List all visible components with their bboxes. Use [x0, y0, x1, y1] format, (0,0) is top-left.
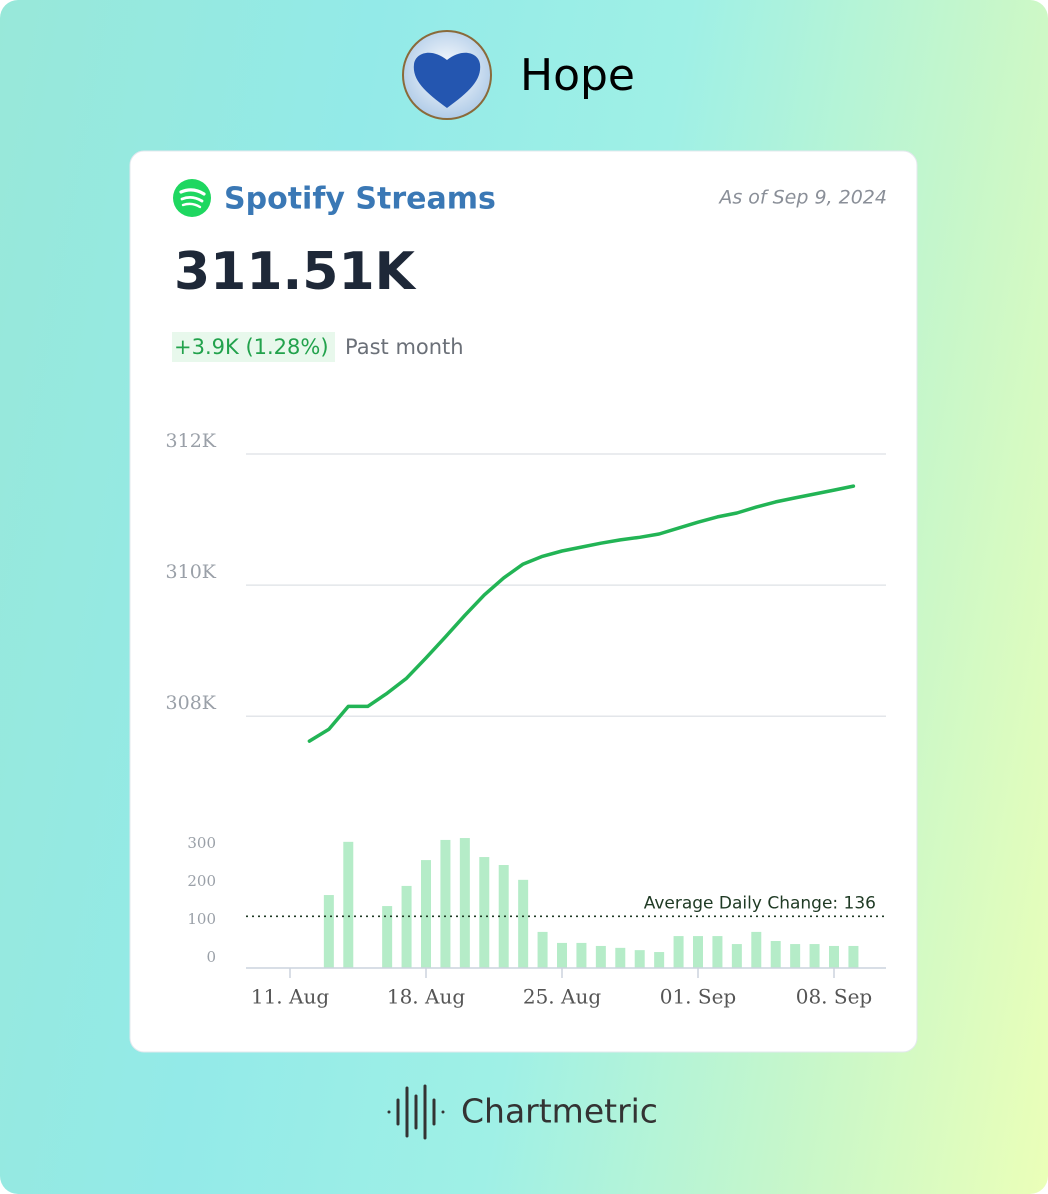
- bar: [421, 860, 431, 968]
- y-tick-label: 0: [206, 948, 216, 966]
- bar: [595, 945, 606, 968]
- x-tick-label: 01. Sep: [660, 985, 737, 1009]
- average-label: Average Daily Change: 136: [644, 893, 876, 913]
- bar: [731, 944, 742, 968]
- bar: [459, 838, 470, 968]
- bar: [518, 879, 529, 968]
- bar: [537, 931, 548, 968]
- stream-line: [307, 484, 856, 743]
- bar: [693, 936, 703, 968]
- y-tick-label: 308K: [166, 692, 217, 714]
- bar: [479, 857, 490, 968]
- y-tick-label: 100: [187, 910, 216, 928]
- bar: [440, 839, 451, 968]
- as-of-date: As of Sep 9, 2024: [717, 187, 887, 209]
- y-tick-label: 310K: [166, 561, 217, 583]
- y-tick-label: 300: [187, 834, 216, 852]
- card-title: Spotify Streams: [224, 182, 496, 217]
- y-tick-label: 312K: [166, 430, 217, 452]
- change-badge: [172, 332, 335, 362]
- card: [129, 150, 918, 1053]
- bar: [848, 945, 859, 968]
- bar: [557, 942, 567, 968]
- bar: [712, 936, 723, 968]
- avatar: [402, 30, 492, 120]
- bar: [498, 865, 509, 968]
- chartmetric-logo: [387, 1084, 445, 1140]
- bar: [809, 944, 820, 968]
- artist-name: Hope: [520, 50, 635, 101]
- bar: [615, 947, 626, 968]
- bar: [634, 950, 645, 968]
- bar: [770, 941, 781, 968]
- bar: [654, 952, 665, 968]
- bar: [382, 906, 393, 968]
- x-tick-label: 25. Aug: [523, 985, 601, 1009]
- bar: [576, 942, 587, 968]
- x-tick-label: 11. Aug: [251, 985, 329, 1009]
- total-streams: 311.51K: [174, 242, 417, 302]
- bar: [790, 944, 801, 968]
- change-period: Past month: [345, 335, 464, 359]
- bar: [673, 936, 684, 968]
- footer-brand: Chartmetric: [461, 1092, 658, 1131]
- bar: [751, 931, 762, 968]
- spotify-icon: [173, 179, 211, 217]
- change-value: +3.9K (1.28%): [174, 335, 329, 359]
- x-tick-label: 08. Sep: [796, 985, 873, 1009]
- bar: [829, 945, 839, 968]
- bar: [401, 885, 412, 968]
- bar: [323, 895, 334, 968]
- bar: [343, 841, 354, 968]
- x-tick-label: 18. Aug: [387, 985, 465, 1009]
- y-tick-label: 200: [187, 872, 216, 890]
